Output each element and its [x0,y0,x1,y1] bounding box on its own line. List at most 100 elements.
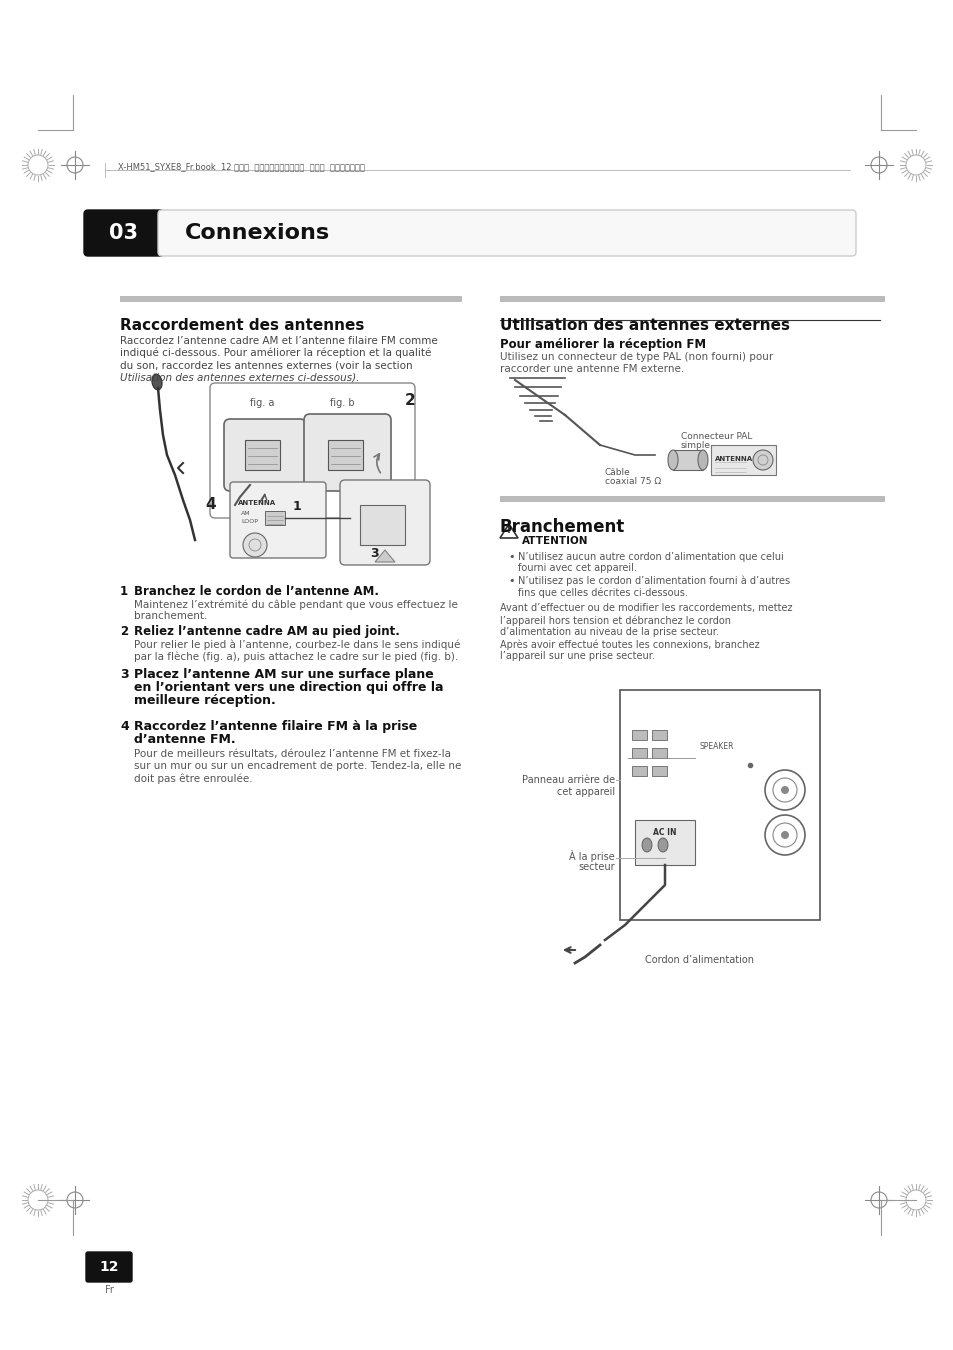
Text: Après avoir effectué toutes les connexions, branchez: Après avoir effectué toutes les connexio… [499,639,759,649]
Text: X-HM51_SYXE8_Fr.book  12 ページ  ２０１３年３月２８日  木曜日  午後５時１８分: X-HM51_SYXE8_Fr.book 12 ページ ２０１３年３月２８日 木… [118,162,364,171]
Text: ANTENNA: ANTENNA [237,500,275,506]
FancyBboxPatch shape [158,211,855,256]
Polygon shape [375,549,395,562]
Text: cet appareil: cet appareil [557,787,615,796]
Text: N’utilisez pas le cordon d’alimentation fourni à d’autres: N’utilisez pas le cordon d’alimentation … [517,576,789,586]
Text: SPEAKER: SPEAKER [700,743,734,751]
Bar [328,440,363,470]
Text: Câble: Câble [604,468,630,477]
Text: Utilisez un connecteur de type PAL (non fourni) pour: Utilisez un connecteur de type PAL (non … [499,352,773,362]
Bar [651,765,666,776]
Polygon shape [499,524,517,539]
Text: par la flèche (fig. a), puis attachez le cadre sur le pied (fig. b).: par la flèche (fig. a), puis attachez le… [133,651,457,661]
Text: 03: 03 [110,223,138,243]
Text: 3: 3 [120,668,129,680]
Text: Utilisation des antennes externes ci-dessous).: Utilisation des antennes externes ci-des… [120,373,359,382]
Text: •: • [507,552,514,562]
Text: indiqué ci-dessous. Pour améliorer la réception et la qualité: indiqué ci-dessous. Pour améliorer la ré… [120,348,431,359]
Text: LOOP: LOOP [241,518,257,524]
Text: raccorder une antenne FM externe.: raccorder une antenne FM externe. [499,364,683,374]
Circle shape [243,533,267,558]
Text: Avant d’effectuer ou de modifier les raccordements, mettez: Avant d’effectuer ou de modifier les rac… [499,603,792,613]
Bar [499,296,884,302]
Text: Pour améliorer la réception FM: Pour améliorer la réception FM [499,338,705,351]
Text: simple: simple [680,441,710,450]
Text: l’appareil hors tension et débranchez le cordon: l’appareil hors tension et débranchez le… [499,616,730,625]
Circle shape [764,815,804,855]
FancyBboxPatch shape [86,1251,132,1282]
Bar [635,819,695,865]
Text: ATTENTION: ATTENTION [521,536,588,545]
Text: branchement.: branchement. [133,612,207,621]
Text: 2: 2 [405,393,416,408]
Text: meilleure réception.: meilleure réception. [133,694,275,707]
Text: Branchement: Branchement [499,518,624,536]
Text: Raccordez l’antenne cadre AM et l’antenne filaire FM comme: Raccordez l’antenne cadre AM et l’antenn… [120,336,437,346]
Text: Pour de meilleurs résultats, déroulez l’antenne FM et fixez-la: Pour de meilleurs résultats, déroulez l’… [133,749,451,759]
Text: 2: 2 [120,625,128,639]
Text: Fr: Fr [105,1285,113,1295]
Bar [631,748,646,757]
Text: ANTENNA: ANTENNA [714,456,752,462]
Bar [619,690,820,919]
Bar [651,748,666,757]
Ellipse shape [658,838,667,852]
Bar [499,495,884,502]
Text: 1: 1 [293,500,301,513]
Text: en l’orientant vers une direction qui offre la: en l’orientant vers une direction qui of… [133,680,443,694]
Text: AM: AM [241,512,251,516]
Text: Cordon d’alimentation: Cordon d’alimentation [645,954,754,965]
Ellipse shape [667,450,678,470]
Text: Maintenez l’extrémité du câble pendant que vous effectuez le: Maintenez l’extrémité du câble pendant q… [133,599,457,609]
FancyBboxPatch shape [224,418,306,491]
Text: Utilisation des antennes externes: Utilisation des antennes externes [499,319,789,333]
Text: !: ! [506,526,511,535]
Ellipse shape [152,374,162,390]
Text: Raccordement des antennes: Raccordement des antennes [120,319,364,333]
FancyBboxPatch shape [84,211,164,256]
Bar [631,765,646,776]
Text: 1: 1 [120,585,128,598]
Circle shape [764,769,804,810]
Bar [245,440,280,470]
Circle shape [781,832,788,838]
Text: d’antenne FM.: d’antenne FM. [133,733,235,747]
Text: fourni avec cet appareil.: fourni avec cet appareil. [517,563,637,572]
Text: •: • [507,576,514,586]
Text: Branchez le cordon de l’antenne AM.: Branchez le cordon de l’antenne AM. [133,585,378,598]
Text: du son, raccordez les antennes externes (voir la section: du son, raccordez les antennes externes … [120,360,413,370]
Text: À la prise: À la prise [569,850,615,863]
FancyBboxPatch shape [339,481,430,566]
Bar [710,446,775,475]
Bar [631,730,646,740]
Text: AC IN: AC IN [653,828,676,837]
Text: 3: 3 [370,547,378,560]
Bar [359,505,405,545]
Text: Raccordez l’antenne filaire FM à la prise: Raccordez l’antenne filaire FM à la pris… [133,720,416,733]
FancyBboxPatch shape [304,414,391,491]
Text: 4: 4 [205,497,215,512]
Text: N’utilisez aucun autre cordon d’alimentation que celui: N’utilisez aucun autre cordon d’alimenta… [517,552,783,562]
Bar [672,450,702,470]
Text: secteur: secteur [578,863,615,872]
Text: fins que celles décrites ci-dessous.: fins que celles décrites ci-dessous. [517,587,687,598]
Text: 4: 4 [120,720,129,733]
Text: Panneau arrière de: Panneau arrière de [521,775,615,784]
Text: fig. a: fig. a [250,398,274,408]
Ellipse shape [698,450,707,470]
Text: l’appareil sur une prise secteur.: l’appareil sur une prise secteur. [499,651,654,661]
Text: coaxial 75 Ω: coaxial 75 Ω [604,477,660,486]
Ellipse shape [641,838,651,852]
Text: Reliez l’antenne cadre AM au pied joint.: Reliez l’antenne cadre AM au pied joint. [133,625,399,639]
Text: doit pas être enroulée.: doit pas être enroulée. [133,774,253,783]
Text: fig. b: fig. b [330,398,355,408]
Circle shape [752,450,772,470]
Text: d’alimentation au niveau de la prise secteur.: d’alimentation au niveau de la prise sec… [499,626,719,637]
Text: Placez l’antenne AM sur une surface plane: Placez l’antenne AM sur une surface plan… [133,668,434,680]
Text: Connecteur PAL: Connecteur PAL [680,432,752,441]
Circle shape [781,786,788,794]
Bar [265,512,285,525]
Text: sur un mur ou sur un encadrement de porte. Tendez-la, elle ne: sur un mur ou sur un encadrement de port… [133,761,461,771]
Bar [120,296,461,302]
Bar [651,730,666,740]
